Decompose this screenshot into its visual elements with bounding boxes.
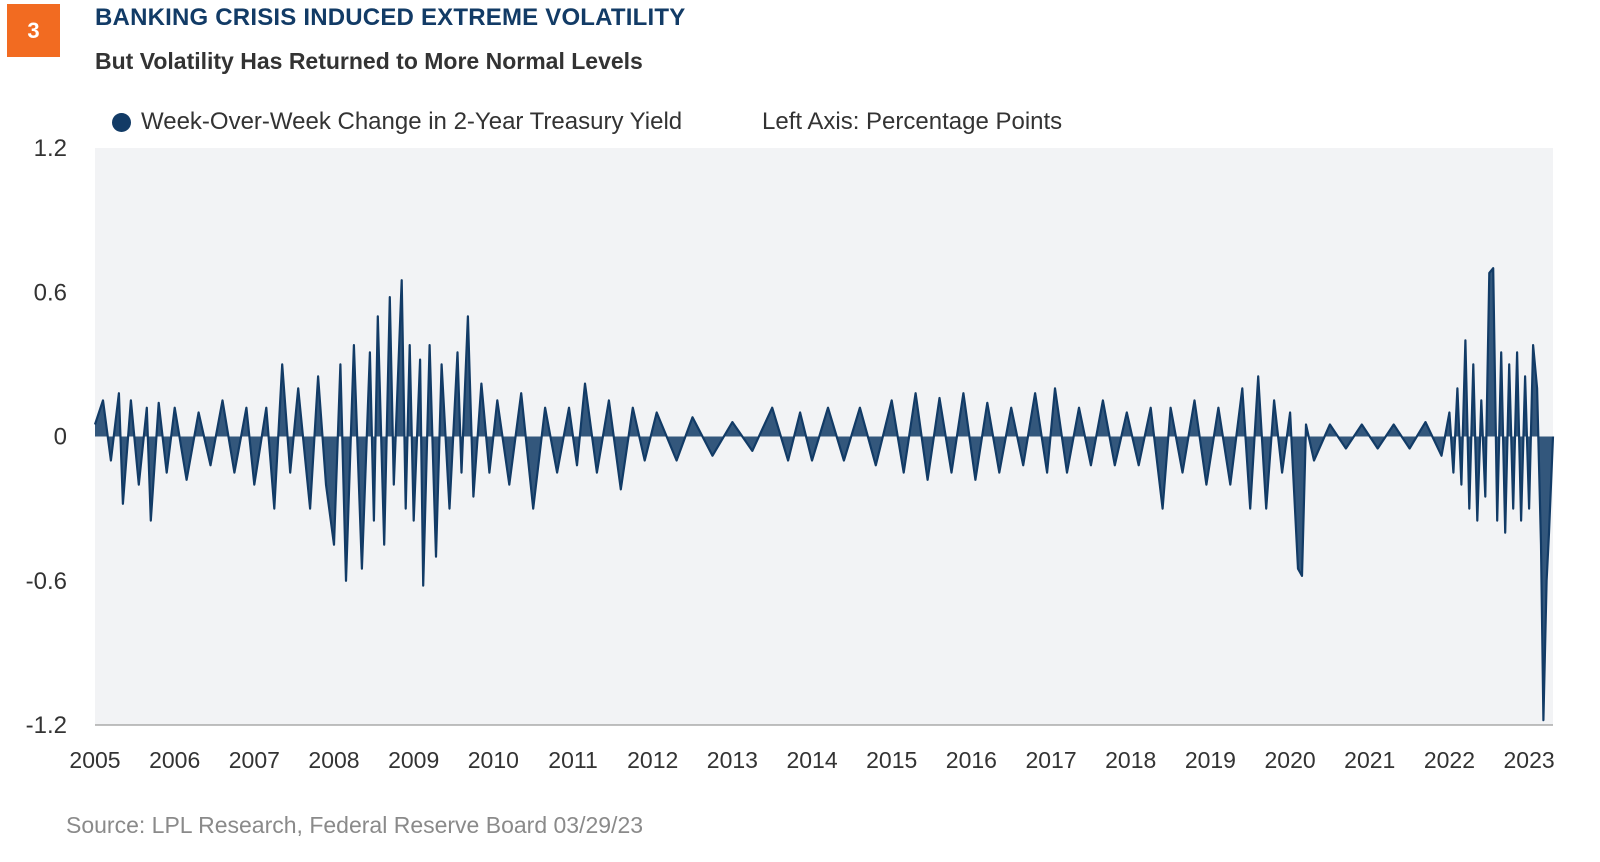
x-tick-label: 2008 [308, 747, 359, 773]
chart-number-badge: 3 [7, 4, 60, 57]
x-tick-label: 2007 [229, 747, 280, 773]
series-line [93, 267, 1555, 722]
source-note: Source: LPL Research, Federal Reserve Bo… [66, 812, 644, 838]
x-tick-label: 2015 [866, 747, 917, 773]
x-tick-label: 2018 [1105, 747, 1156, 773]
x-tick-label: 2010 [468, 747, 519, 773]
x-tick-label: 2022 [1424, 747, 1475, 773]
y-tick-label: 1.2 [34, 135, 67, 162]
chart-subtitle: But Volatility Has Returned to More Norm… [95, 48, 643, 74]
x-tick-label: 2012 [627, 747, 678, 773]
x-tick-label: 2011 [548, 747, 597, 773]
y-tick-label: -0.6 [26, 568, 67, 595]
axis-units-note: Left Axis: Percentage Points [762, 108, 1063, 135]
x-tick-label: 2020 [1264, 747, 1315, 773]
x-tick-label: 2009 [388, 747, 439, 773]
legend-label: Week-Over-Week Change in 2-Year Treasury… [141, 108, 683, 135]
legend: Week-Over-Week Change in 2-Year Treasury… [112, 108, 682, 136]
chart-title: BANKING CRISIS INDUCED EXTREME VOLATILIT… [95, 4, 686, 31]
x-tick-label: 2019 [1185, 747, 1236, 773]
x-tick-label: 2021 [1344, 747, 1395, 773]
x-tick-label: 2017 [1025, 747, 1076, 773]
y-tick-label: -1.2 [26, 712, 67, 739]
x-tick-label: 2016 [946, 747, 997, 773]
y-tick-label: 0 [54, 424, 67, 451]
x-tick-label: 2005 [69, 747, 120, 773]
y-tick-label: 0.6 [34, 279, 67, 306]
x-tick-label: 2013 [707, 747, 758, 773]
x-tick-label: 2014 [786, 747, 837, 773]
x-tick-label: 2006 [149, 747, 200, 773]
x-tick-label: 2023 [1504, 747, 1555, 773]
legend-marker-icon [112, 112, 131, 132]
